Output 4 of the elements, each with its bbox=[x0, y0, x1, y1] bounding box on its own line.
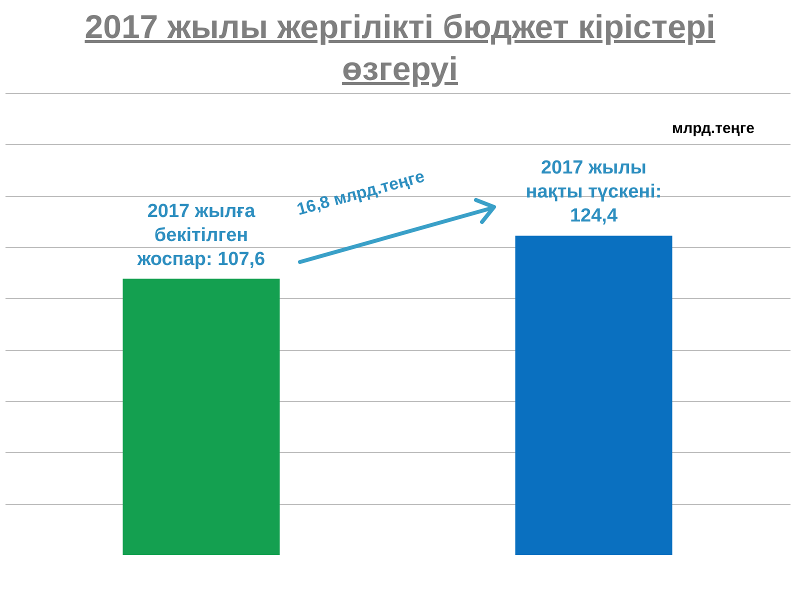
chart-title: 2017 жылы жергілікті бюджет кірістері өзгеруі bbox=[84, 7, 716, 89]
data-label: 2017 жылы нақты түскені: 124,4 bbox=[526, 158, 662, 227]
text: млрд.теңге bbox=[672, 120, 754, 137]
data-label: 2017 жылға бекітілген жоспар: 107,6 bbox=[136, 200, 266, 270]
